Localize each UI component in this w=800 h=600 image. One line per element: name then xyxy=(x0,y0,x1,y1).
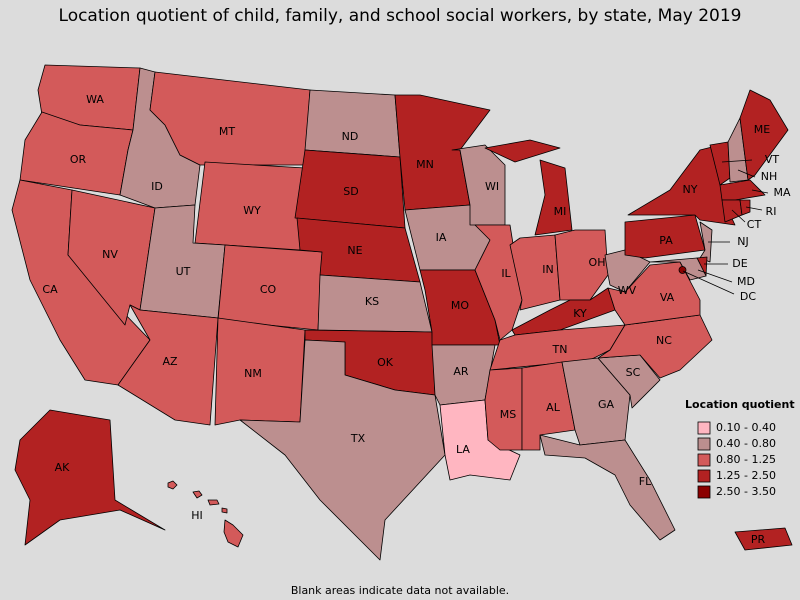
state-label: UT xyxy=(176,265,191,278)
state-label: NE xyxy=(347,244,362,257)
state xyxy=(539,434,676,541)
state-label: NV xyxy=(102,248,118,261)
state-label: OK xyxy=(377,356,394,369)
state-label: MI xyxy=(554,205,567,218)
state-label: AR xyxy=(453,365,469,378)
state-label: MA xyxy=(773,186,790,199)
state xyxy=(607,261,701,326)
state-label: HI xyxy=(191,509,203,522)
state-label: MS xyxy=(500,408,516,421)
state-labels: WA OR CA NV ID MT WY UT CO AZ NM ND SD NE KS OK TX MN IA MO… xyxy=(42,93,791,546)
state-label: NC xyxy=(656,334,672,347)
state-label: TX xyxy=(350,432,366,445)
callout-line xyxy=(751,189,769,194)
footnote: Blank areas indicate data not available. xyxy=(291,584,509,597)
state-label: RI xyxy=(766,205,777,218)
callout-line xyxy=(697,269,733,283)
callout-line xyxy=(721,159,753,163)
state-label: AZ xyxy=(162,355,178,368)
state xyxy=(597,314,713,379)
state-label: NM xyxy=(244,367,262,380)
state-label: MN xyxy=(416,158,434,171)
legend-label: 0.10 - 0.40 xyxy=(716,421,776,434)
state-label: KY xyxy=(573,307,587,320)
state-label: DC xyxy=(740,290,756,303)
state-label: IL xyxy=(501,267,511,280)
state-label: NY xyxy=(683,183,698,196)
state xyxy=(721,199,743,223)
state-label: AL xyxy=(546,401,561,414)
state-label: MO xyxy=(451,299,469,312)
state xyxy=(719,179,766,201)
legend: Location quotient 0.10 - 0.40 0.40 - 0.80… xyxy=(685,398,795,499)
state xyxy=(739,199,751,216)
state-label: NH xyxy=(761,170,778,183)
state-label: VA xyxy=(660,291,675,304)
state-label: WY xyxy=(243,204,261,217)
state-label: OR xyxy=(70,153,87,166)
state-label: FL xyxy=(639,475,652,488)
state-label: KS xyxy=(365,295,379,308)
state-label: NJ xyxy=(737,235,748,248)
state-label: PA xyxy=(659,234,673,247)
state-label: ME xyxy=(754,123,770,136)
legend-label: 0.40 - 0.80 xyxy=(716,437,776,450)
state xyxy=(14,409,166,546)
state-label: IA xyxy=(436,231,447,244)
state-label: AK xyxy=(55,461,71,474)
state-label: MD xyxy=(737,275,755,288)
state xyxy=(304,89,401,158)
legend-swatch xyxy=(697,485,711,499)
state-label: CT xyxy=(747,218,762,231)
state-label: OH xyxy=(589,256,606,269)
legend-label: 0.80 - 1.25 xyxy=(716,453,776,466)
state xyxy=(167,480,244,548)
state-label: SC xyxy=(626,366,641,379)
legend-swatch xyxy=(697,469,711,483)
state-label: DE xyxy=(732,257,747,270)
state-label: WV xyxy=(618,284,637,297)
legend-label: 2.50 - 3.50 xyxy=(716,485,776,498)
state-label: GA xyxy=(598,398,615,411)
state-label: WI xyxy=(485,180,499,193)
state xyxy=(734,527,793,551)
legend-swatch xyxy=(697,421,711,435)
state-label: CO xyxy=(260,283,277,296)
state-label: CA xyxy=(42,283,58,296)
state xyxy=(678,266,687,274)
state-label: SD xyxy=(343,185,358,198)
legend-swatch xyxy=(697,437,711,451)
state xyxy=(239,339,446,561)
state xyxy=(117,304,219,426)
state xyxy=(624,214,706,259)
state xyxy=(484,139,573,236)
legend-swatch xyxy=(697,453,711,467)
state-label: ND xyxy=(342,130,359,143)
callout-line xyxy=(745,206,763,211)
map-title: Location quotient of child, family, and … xyxy=(59,6,742,26)
legend-title: Location quotient xyxy=(685,398,795,411)
state-label: VT xyxy=(765,153,780,166)
callout-line xyxy=(731,209,746,223)
callout-line xyxy=(737,169,756,178)
state-label: TN xyxy=(552,343,568,356)
state-label: MT xyxy=(219,125,235,138)
state-label: PR xyxy=(751,533,766,546)
state-label: WA xyxy=(86,93,104,106)
state-label: IN xyxy=(542,263,553,276)
callout-line xyxy=(682,270,735,295)
state-label: LA xyxy=(456,443,470,456)
states xyxy=(11,64,793,561)
state-label: ID xyxy=(151,180,163,193)
legend-label: 1.25 - 2.50 xyxy=(716,469,776,482)
